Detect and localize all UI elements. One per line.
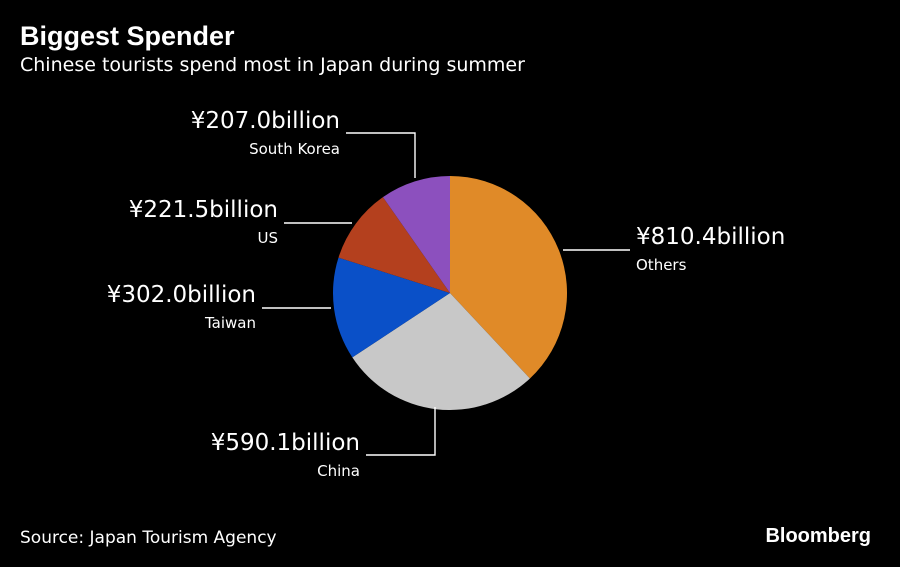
value-label-south-korea: ¥207.0billion <box>191 108 340 134</box>
value-label-china: ¥590.1billion <box>211 430 360 456</box>
chart-subtitle: Chinese tourists spend most in Japan dur… <box>20 54 525 76</box>
pie-slice-china <box>352 293 530 411</box>
category-label-others: Others <box>636 256 687 274</box>
leader-line-china <box>366 407 436 456</box>
pie-slice-others <box>450 175 568 379</box>
leader-line-south-korea <box>346 132 416 178</box>
value-label-us: ¥221.5billion <box>129 197 278 223</box>
pie-slices <box>332 175 568 411</box>
category-label-south-korea: South Korea <box>249 140 340 158</box>
value-label-taiwan: ¥302.0billion <box>107 282 256 308</box>
pie-slice-taiwan <box>332 257 450 358</box>
category-label-china: China <box>317 462 360 480</box>
category-label-taiwan: Taiwan <box>204 314 256 332</box>
value-label-others: ¥810.4billion <box>636 224 785 250</box>
source-note: Source: Japan Tourism Agency <box>20 528 277 548</box>
pie-slice-south-korea <box>382 176 450 293</box>
pie-slice-us <box>338 197 450 293</box>
slice-labels: ¥810.4billion Others ¥590.1billion China ¥30… <box>107 108 786 480</box>
chart-title: Biggest Spender <box>20 21 235 51</box>
bloomberg-logo: Bloomberg <box>765 525 871 547</box>
category-label-us: US <box>257 229 278 247</box>
leader-lines <box>262 132 630 456</box>
